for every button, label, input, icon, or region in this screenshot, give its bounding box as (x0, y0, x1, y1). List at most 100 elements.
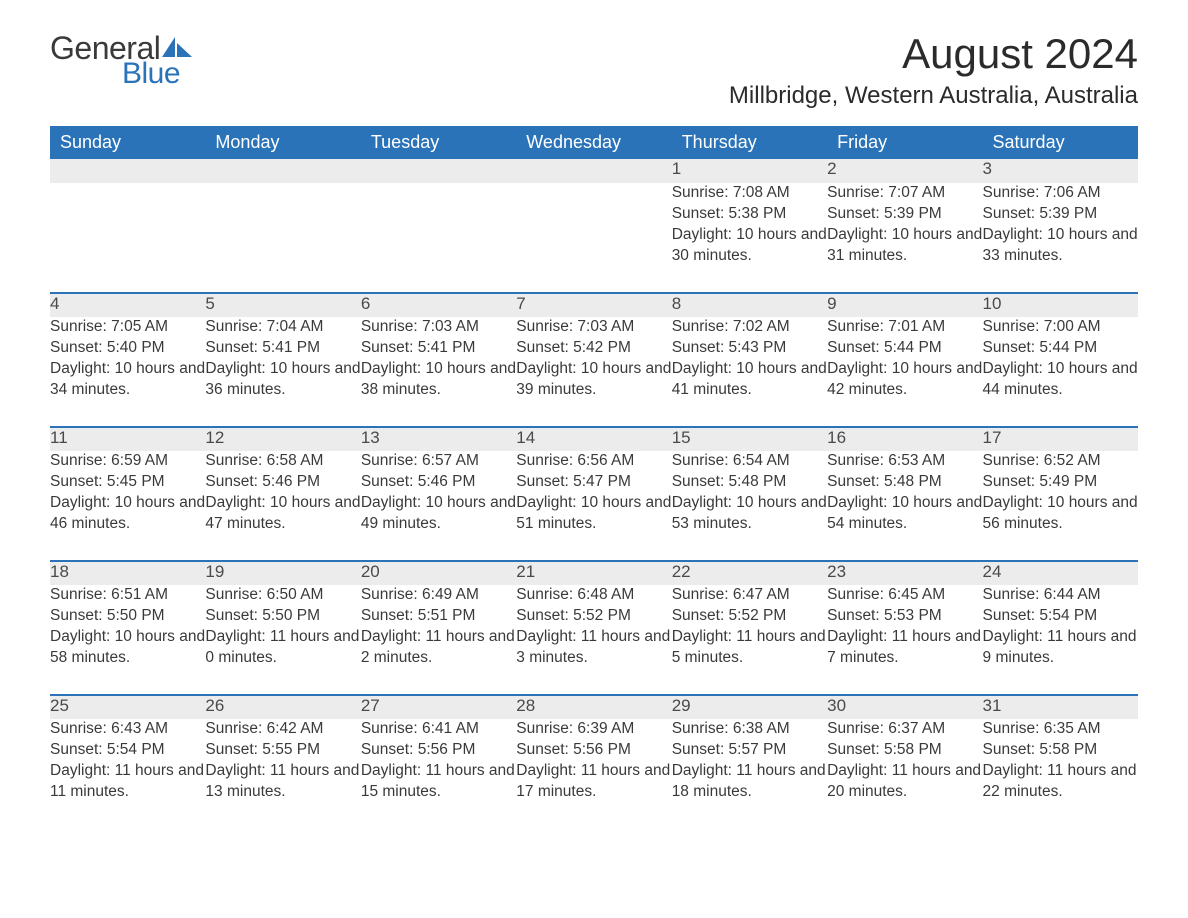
sunrise-line: Sunrise: 6:47 AM (672, 585, 827, 606)
sunset-line: Sunset: 5:41 PM (205, 338, 360, 359)
sunrise-line: Sunrise: 6:54 AM (672, 451, 827, 472)
month-title: August 2024 (729, 30, 1138, 78)
sunrise-line: Sunrise: 6:42 AM (205, 719, 360, 740)
daylight-line: Daylight: 10 hours and 53 minutes. (672, 493, 827, 535)
sunrise-line: Sunrise: 7:03 AM (516, 317, 671, 338)
day-number-cell (205, 159, 360, 183)
sunset-line: Sunset: 5:47 PM (516, 472, 671, 493)
daylight-line: Daylight: 11 hours and 18 minutes. (672, 761, 827, 803)
day-number-cell: 15 (672, 427, 827, 451)
sunset-line: Sunset: 5:56 PM (516, 740, 671, 761)
sunset-line: Sunset: 5:45 PM (50, 472, 205, 493)
sunrise-line: Sunrise: 6:39 AM (516, 719, 671, 740)
day-detail-cell: Sunrise: 7:02 AMSunset: 5:43 PMDaylight:… (672, 317, 827, 427)
week-number-row: 11121314151617 (50, 427, 1138, 451)
daylight-line: Daylight: 10 hours and 41 minutes. (672, 359, 827, 401)
day-number-cell: 9 (827, 293, 982, 317)
daylight-line: Daylight: 11 hours and 20 minutes. (827, 761, 982, 803)
day-number-cell: 10 (983, 293, 1138, 317)
day-detail-cell: Sunrise: 6:56 AMSunset: 5:47 PMDaylight:… (516, 451, 671, 561)
daylight-line: Daylight: 11 hours and 17 minutes. (516, 761, 671, 803)
day-detail-cell: Sunrise: 7:01 AMSunset: 5:44 PMDaylight:… (827, 317, 982, 427)
sunrise-line: Sunrise: 7:02 AM (672, 317, 827, 338)
sunset-line: Sunset: 5:54 PM (50, 740, 205, 761)
title-block: August 2024 Millbridge, Western Australi… (729, 30, 1138, 120)
day-number-cell: 23 (827, 561, 982, 585)
day-header: Friday (827, 126, 982, 159)
daylight-line: Daylight: 10 hours and 30 minutes. (672, 225, 827, 267)
sunrise-line: Sunrise: 7:07 AM (827, 183, 982, 204)
sunset-line: Sunset: 5:38 PM (672, 204, 827, 225)
day-number-cell (516, 159, 671, 183)
sunset-line: Sunset: 5:55 PM (205, 740, 360, 761)
daylight-line: Daylight: 11 hours and 7 minutes. (827, 627, 982, 669)
daylight-line: Daylight: 11 hours and 22 minutes. (983, 761, 1138, 803)
day-detail-cell: Sunrise: 6:41 AMSunset: 5:56 PMDaylight:… (361, 719, 516, 829)
sunset-line: Sunset: 5:46 PM (361, 472, 516, 493)
day-detail-cell: Sunrise: 6:59 AMSunset: 5:45 PMDaylight:… (50, 451, 205, 561)
daylight-line: Daylight: 10 hours and 44 minutes. (983, 359, 1138, 401)
daylight-line: Daylight: 11 hours and 9 minutes. (983, 627, 1138, 669)
daylight-line: Daylight: 10 hours and 34 minutes. (50, 359, 205, 401)
sunset-line: Sunset: 5:44 PM (983, 338, 1138, 359)
day-detail-cell: Sunrise: 6:44 AMSunset: 5:54 PMDaylight:… (983, 585, 1138, 695)
sunset-line: Sunset: 5:39 PM (983, 204, 1138, 225)
day-number-cell (361, 159, 516, 183)
day-detail-cell: Sunrise: 7:07 AMSunset: 5:39 PMDaylight:… (827, 183, 982, 293)
day-detail-cell: Sunrise: 6:51 AMSunset: 5:50 PMDaylight:… (50, 585, 205, 695)
day-detail-cell: Sunrise: 6:58 AMSunset: 5:46 PMDaylight:… (205, 451, 360, 561)
location-subtitle: Millbridge, Western Australia, Australia (729, 82, 1138, 110)
sunset-line: Sunset: 5:56 PM (361, 740, 516, 761)
sunset-line: Sunset: 5:52 PM (672, 606, 827, 627)
day-detail-cell: Sunrise: 6:38 AMSunset: 5:57 PMDaylight:… (672, 719, 827, 829)
week-number-row: 123 (50, 159, 1138, 183)
day-header: Wednesday (516, 126, 671, 159)
daylight-line: Daylight: 10 hours and 58 minutes. (50, 627, 205, 669)
sunrise-line: Sunrise: 6:38 AM (672, 719, 827, 740)
daylight-line: Daylight: 10 hours and 54 minutes. (827, 493, 982, 535)
week-detail-row: Sunrise: 7:08 AMSunset: 5:38 PMDaylight:… (50, 183, 1138, 293)
sunrise-line: Sunrise: 6:43 AM (50, 719, 205, 740)
week-number-row: 45678910 (50, 293, 1138, 317)
sunrise-line: Sunrise: 7:00 AM (983, 317, 1138, 338)
calendar-table: SundayMondayTuesdayWednesdayThursdayFrid… (50, 126, 1138, 829)
day-number-cell: 28 (516, 695, 671, 719)
sunset-line: Sunset: 5:41 PM (361, 338, 516, 359)
week-detail-row: Sunrise: 6:51 AMSunset: 5:50 PMDaylight:… (50, 585, 1138, 695)
sunset-line: Sunset: 5:48 PM (827, 472, 982, 493)
day-detail-cell: Sunrise: 7:06 AMSunset: 5:39 PMDaylight:… (983, 183, 1138, 293)
day-number-cell: 29 (672, 695, 827, 719)
day-number-cell: 24 (983, 561, 1138, 585)
sunrise-line: Sunrise: 6:49 AM (361, 585, 516, 606)
week-detail-row: Sunrise: 6:59 AMSunset: 5:45 PMDaylight:… (50, 451, 1138, 561)
day-detail-cell (50, 183, 205, 293)
daylight-line: Daylight: 11 hours and 11 minutes. (50, 761, 205, 803)
day-detail-cell: Sunrise: 6:47 AMSunset: 5:52 PMDaylight:… (672, 585, 827, 695)
sunset-line: Sunset: 5:57 PM (672, 740, 827, 761)
sunrise-line: Sunrise: 6:50 AM (205, 585, 360, 606)
day-detail-cell: Sunrise: 7:08 AMSunset: 5:38 PMDaylight:… (672, 183, 827, 293)
day-number-cell: 6 (361, 293, 516, 317)
day-detail-cell: Sunrise: 7:03 AMSunset: 5:42 PMDaylight:… (516, 317, 671, 427)
day-header: Thursday (672, 126, 827, 159)
day-number-cell: 5 (205, 293, 360, 317)
sunset-line: Sunset: 5:42 PM (516, 338, 671, 359)
day-number-cell (50, 159, 205, 183)
day-detail-cell: Sunrise: 7:04 AMSunset: 5:41 PMDaylight:… (205, 317, 360, 427)
sunrise-line: Sunrise: 7:08 AM (672, 183, 827, 204)
day-number-cell: 19 (205, 561, 360, 585)
day-number-cell: 27 (361, 695, 516, 719)
day-number-cell: 21 (516, 561, 671, 585)
daylight-line: Daylight: 11 hours and 0 minutes. (205, 627, 360, 669)
sunrise-line: Sunrise: 6:52 AM (983, 451, 1138, 472)
sunrise-line: Sunrise: 6:44 AM (983, 585, 1138, 606)
sunset-line: Sunset: 5:40 PM (50, 338, 205, 359)
sunrise-line: Sunrise: 6:48 AM (516, 585, 671, 606)
daylight-line: Daylight: 11 hours and 2 minutes. (361, 627, 516, 669)
day-number-cell: 3 (983, 159, 1138, 183)
daylight-line: Daylight: 10 hours and 51 minutes. (516, 493, 671, 535)
day-number-cell: 2 (827, 159, 982, 183)
day-detail-cell: Sunrise: 6:45 AMSunset: 5:53 PMDaylight:… (827, 585, 982, 695)
day-detail-cell: Sunrise: 6:43 AMSunset: 5:54 PMDaylight:… (50, 719, 205, 829)
daylight-line: Daylight: 10 hours and 49 minutes. (361, 493, 516, 535)
